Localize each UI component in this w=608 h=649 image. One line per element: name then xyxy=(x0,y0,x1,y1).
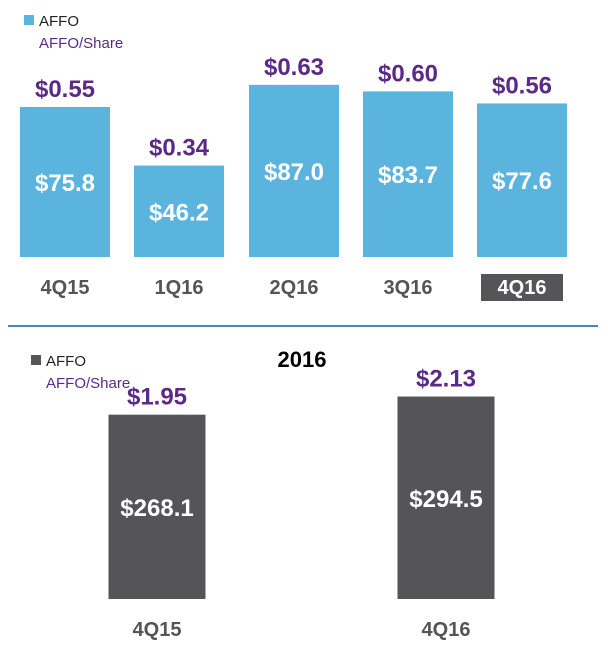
bar-3q16 xyxy=(363,91,453,257)
category-label-2q16: 2Q16 xyxy=(270,277,319,299)
per-share-label: $0.55 xyxy=(35,76,95,103)
per-share-label: $1.95 xyxy=(127,384,187,411)
bottom-legend-secondary-label: AFFO/Share xyxy=(46,375,130,392)
bottom-legend-swatch xyxy=(31,355,41,365)
bar-4q15 xyxy=(20,106,110,257)
bar-4q15 xyxy=(108,414,206,599)
top-legend-swatch xyxy=(24,15,34,25)
bottom-chart-title: 2016 xyxy=(278,347,327,372)
bottom-legend: AFFO AFFO/Share xyxy=(31,353,130,392)
top-legend: AFFO AFFO/Share xyxy=(24,13,123,52)
bar-value-label: $87.0 xyxy=(264,159,324,186)
per-share-label: $0.60 xyxy=(378,60,438,87)
top-legend-series-label: AFFO xyxy=(39,13,79,30)
per-share-label: $0.34 xyxy=(149,135,210,162)
top-quarterly-plot: $75.8 $0.55 4Q15 $46.2 $0.34 1Q16 $87.0 $0.63 2Q… xyxy=(20,54,567,301)
per-share-label: $0.63 xyxy=(264,54,324,81)
category-label-4q16: 4Q16 xyxy=(422,619,471,641)
bar-value-label: $46.2 xyxy=(149,199,209,226)
bar-value-label: $268.1 xyxy=(120,495,193,522)
bar-value-label: $77.6 xyxy=(492,168,552,195)
per-share-label: $2.13 xyxy=(416,366,476,393)
category-label-1q16: 1Q16 xyxy=(155,277,204,299)
highlighted-category-background xyxy=(481,274,563,301)
category-label-4q15: 4Q15 xyxy=(41,277,90,299)
per-share-label: $0.56 xyxy=(492,72,552,99)
bar-1q16 xyxy=(134,165,224,257)
bar-value-label: $83.7 xyxy=(378,162,438,189)
bottom-annual-plot: $268.1 $1.95 4Q15 $294.5 $2.13 4Q16 xyxy=(108,366,495,641)
bar-2q16 xyxy=(249,84,339,258)
bottom-legend-series-label: AFFO xyxy=(46,353,86,370)
bar-value-label: $294.5 xyxy=(409,486,482,513)
top-legend-secondary-label: AFFO/Share xyxy=(39,35,123,52)
bar-value-label: $75.8 xyxy=(35,170,95,197)
bar-4q16 xyxy=(477,103,567,257)
category-label-4q16: 4Q16 xyxy=(498,277,547,299)
category-label-3q16: 3Q16 xyxy=(384,277,433,299)
bar-4q16 xyxy=(397,396,495,599)
category-label-4q15: 4Q15 xyxy=(133,619,182,641)
